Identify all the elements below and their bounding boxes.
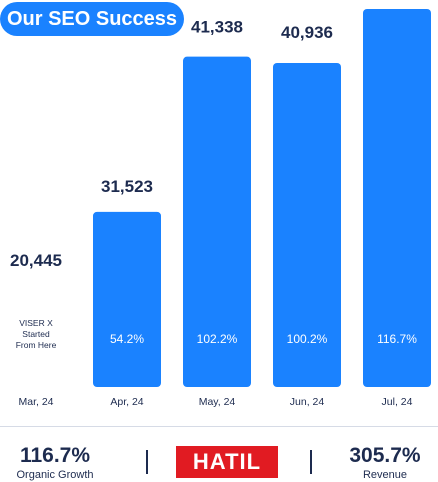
category-label-apr-24: Apr, 24	[110, 396, 143, 408]
bar-jun-24	[273, 62, 341, 387]
growth-label-jul-24: 116.7%	[377, 332, 417, 346]
footer-separator-left	[146, 450, 148, 474]
value-label-may-24: 41,338	[191, 18, 243, 37]
footer-separator-right	[310, 450, 312, 474]
value-label-apr-24: 31,523	[101, 177, 153, 196]
revenue-stat: 305.7% Revenue	[342, 444, 428, 482]
category-label-jun-24: Jun, 24	[290, 396, 325, 408]
baseline-note-line: Started	[22, 329, 50, 339]
value-label-jun-24: 40,936	[281, 23, 333, 42]
organic-growth-label: Organic Growth	[16, 469, 94, 481]
bar-may-24	[183, 56, 251, 387]
baseline-note-line: VISER X	[19, 318, 53, 328]
organic-growth-value: 116.7%	[19, 444, 91, 467]
category-label-jul-24: Jul, 24	[382, 396, 413, 408]
value-label-mar-24: 20,445	[10, 251, 62, 270]
bar-jul-24	[363, 9, 431, 387]
growth-label-jun-24: 100.2%	[287, 332, 328, 346]
organic-growth-stat: 116.7% Organic Growth	[10, 444, 100, 482]
baseline-note-line: From Here	[16, 340, 57, 350]
growth-label-apr-24: 54.2%	[110, 332, 144, 346]
footer-divider	[0, 426, 438, 427]
growth-label-may-24: 102.2%	[197, 332, 238, 346]
revenue-value: 305.7%	[349, 444, 421, 467]
logo-text: HATIL	[192, 449, 262, 474]
bar-apr-24	[93, 211, 161, 387]
category-label-may-24: May, 24	[199, 396, 236, 408]
chart-title: Our SEO Success	[0, 2, 184, 36]
hatil-logo: HATIL	[176, 446, 278, 478]
category-label-mar-24: Mar, 24	[18, 396, 53, 408]
revenue-label: Revenue	[362, 469, 408, 481]
